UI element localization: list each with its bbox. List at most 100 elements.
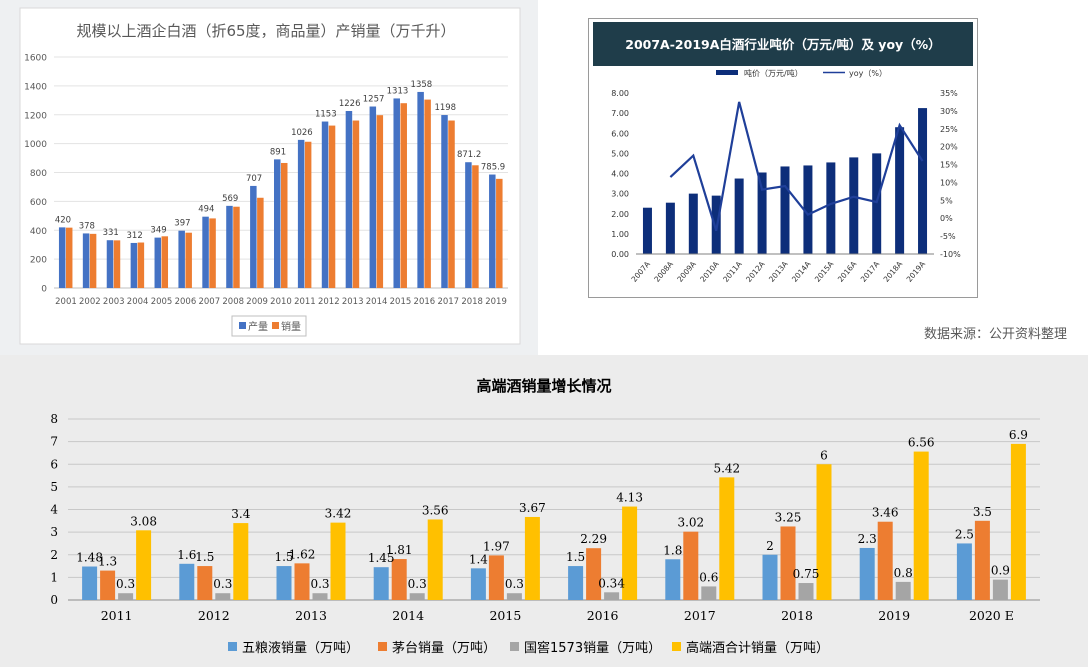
chart3-x-tick-label: 2012 (198, 608, 230, 623)
chart3-bar-total (816, 464, 832, 600)
chart3-bar-guojiao (992, 579, 1008, 600)
chart1-data-label: 1257 (363, 95, 385, 105)
chart2-y-right-tick-label: 0% (940, 214, 953, 223)
source-note: 数据来源：公开资料整理 (850, 318, 1075, 348)
chart1-bar-sales (113, 240, 121, 288)
chart3-bar-moutai (683, 531, 699, 600)
chart3-data-label-guojiao: 0.3 (408, 577, 427, 591)
high-end-sales-chart-svg: 高端酒销量增长情况 1.481.30.33.081.61.50.33.41.51… (0, 355, 1088, 667)
chart3-y-tick-label: 6 (50, 457, 58, 471)
chart1-bar-production (274, 159, 281, 288)
chart1-bar-production (178, 230, 185, 288)
chart3-data-label-total: 5.42 (713, 461, 740, 475)
chart1-bar-sales (281, 162, 288, 288)
chart3-bar-guojiao (506, 593, 522, 600)
chart3-x-tick-label: 2015 (489, 608, 521, 623)
chart3-y-tick-label: 8 (50, 412, 58, 426)
chart3-bar-moutai (391, 559, 407, 600)
chart3-bar-guojiao (798, 583, 814, 600)
chart1-x-tick-label: 2001 (55, 297, 77, 307)
chart3-x-tick-label: 2019 (878, 608, 910, 623)
chart3-x-tick-label: 2020 E (969, 608, 1014, 623)
chart3-bar-wuliangye (956, 543, 972, 600)
price-per-ton-chart-svg: 2007A-2019A白酒行业吨价（万元/吨）及 yoy（%） 吨价（万元/吨）… (588, 18, 978, 298)
chart1-bar-production (321, 121, 329, 289)
chart2-price-bar (803, 165, 813, 254)
chart3-bar-total (330, 522, 346, 600)
chart3-data-label-wuliangye: 1.4 (469, 552, 488, 566)
chart1-y-tick-label: 1200 (24, 111, 47, 121)
chart3-x-tick-label: 2014 (392, 608, 424, 623)
chart2-price-bar (642, 207, 652, 254)
chart1-bar-sales (400, 103, 407, 288)
chart1-bar-production (417, 91, 424, 288)
chart1-bar-production (465, 162, 472, 288)
chart3-bar-moutai (974, 520, 990, 600)
chart1-y-tick-label: 0 (41, 285, 47, 295)
production-sales-chart: 规模以上酒企白酒（折65度，商品量）产销量（万千升） 420 378 331 312 3… (0, 0, 538, 355)
chart3-y-tick-label: 0 (50, 593, 58, 607)
chart1-y-tick-label: 200 (30, 256, 47, 266)
chart1-bar-production (154, 237, 162, 288)
chart1-x-tick-label: 2015 (390, 297, 412, 307)
chart1-data-label: 378 (79, 221, 95, 231)
chart2-price-bar (826, 162, 836, 254)
chart3-bar-moutai (100, 570, 116, 600)
chart3-legend-swatch-moutai (378, 642, 387, 651)
chart3-data-label-total: 3.56 (422, 503, 449, 517)
chart1-bar-production (58, 227, 66, 288)
chart3-bar-wuliangye (276, 566, 292, 600)
chart1-bar-sales (89, 233, 97, 288)
chart3-data-label-guojiao: 0.3 (310, 577, 329, 591)
chart1-bar-production (297, 139, 305, 288)
chart3-bar-total (524, 516, 540, 600)
chart1-legend-swatch-sales (272, 322, 279, 329)
chart3-bar-total (622, 506, 638, 600)
chart1-data-label: 1153 (315, 110, 337, 120)
chart1-data-label: 707 (246, 174, 262, 184)
chart1-bar-sales (472, 165, 479, 288)
chart3-data-label-wuliangye: 1.8 (663, 543, 682, 557)
chart3-bar-guojiao (118, 593, 134, 600)
chart3-data-label-wuliangye: 2.3 (858, 532, 877, 546)
chart2-y-left-tick-label: 6.00 (611, 129, 629, 138)
chart3-background (0, 355, 1088, 667)
chart1-bar-sales (376, 115, 384, 288)
chart3-bar-wuliangye (82, 566, 98, 600)
chart2-legend-label-price: 吨价（万元/吨） (744, 68, 803, 78)
chart3-legend-label-guojiao: 国窖1573销量（万吨） (524, 640, 661, 656)
chart1-bar-production (345, 110, 353, 288)
chart3-legend-label-wuliangye: 五粮液销量（万吨） (242, 641, 359, 656)
chart2-price-bar (872, 153, 882, 254)
chart1-bar-production (489, 174, 496, 288)
chart3-bar-wuliangye (762, 554, 778, 600)
chart1-x-tick-label: 2002 (79, 297, 101, 307)
chart1-bar-sales (161, 236, 169, 288)
chart3-bar-moutai (586, 548, 602, 600)
chart2-y-left-tick-label: 0.00 (611, 250, 629, 259)
chart2-y-right-tick-label: -5% (940, 232, 956, 241)
chart3-data-label-total: 6.9 (1009, 428, 1028, 442)
chart1-x-tick-label: 2010 (270, 297, 292, 307)
chart3-data-label-guojiao: 0.3 (213, 577, 232, 591)
chart2-price-bar (688, 193, 698, 254)
chart1-bar-production (106, 240, 114, 288)
chart2-y-left-tick-label: 3.00 (611, 190, 629, 199)
chart1-data-label: 397 (174, 219, 190, 229)
chart3-y-tick-label: 7 (50, 435, 58, 449)
chart2-y-right-tick-label: 5% (940, 196, 953, 205)
chart1-data-label: 1313 (387, 86, 409, 96)
chart3-bar-moutai (877, 521, 893, 600)
chart1-data-label: 1198 (434, 103, 456, 113)
chart3-bar-moutai (780, 526, 796, 600)
chart3-data-label-moutai: 1.62 (289, 547, 316, 561)
chart1-data-label: 785.9 (481, 163, 505, 173)
chart2-price-bar (849, 157, 859, 254)
chart3-data-label-moutai: 3.46 (872, 506, 899, 520)
chart3-data-label-wuliangye: 1.6 (177, 548, 196, 562)
chart1-x-tick-label: 2012 (318, 297, 340, 307)
chart3-data-label-guojiao: 0.34 (598, 576, 625, 590)
chart3-bar-guojiao (701, 586, 717, 600)
price-per-ton-chart: 2007A-2019A白酒行业吨价（万元/吨）及 yoy（%） 吨价（万元/吨）… (588, 18, 978, 298)
chart1-bar-production (226, 205, 233, 288)
